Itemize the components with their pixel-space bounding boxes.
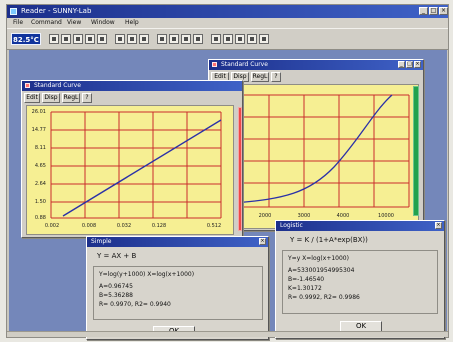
right-x-tick-2: 4000: [336, 213, 350, 219]
logistic-line-3: K=1.30172: [288, 285, 322, 292]
left-x-tick-4: 0.512: [206, 223, 222, 229]
simple-dialog-close-button[interactable]: ×: [259, 238, 266, 245]
simple-line-2: B=5.36288: [99, 292, 133, 299]
window-icon: [25, 83, 30, 88]
maximize-button[interactable]: □: [429, 7, 438, 15]
left-y-tick-2: 8.11: [34, 145, 46, 151]
logistic-formula: Y = K / (1+A*exp(BX)): [290, 236, 368, 244]
window-right-regl-button[interactable]: RegL: [251, 72, 269, 82]
left-plot-area: 26.01 14.77 8.11 4.65 2.64 1.50 0.88 0.0…: [26, 105, 234, 235]
right-x-tick-3: 10000: [378, 213, 394, 219]
menu-window[interactable]: Window: [91, 19, 115, 26]
run-icon[interactable]: [223, 34, 233, 44]
app-titlebar: Reader - SUNNY-Lab _ □ ×: [7, 5, 448, 18]
mdi-workspace: Standard Curve _ □ × Edit Disp RegL ?: [9, 50, 447, 340]
app-icon: [10, 8, 17, 15]
window-right-help-button[interactable]: ?: [271, 72, 281, 82]
logistic-dialog-title-text: Logistic: [280, 222, 303, 229]
simple-regression-dialog: Simple × Y = AX + B Y=log(y+1000) X=log(…: [86, 236, 269, 340]
chart-icon[interactable]: [181, 34, 191, 44]
simple-dialog-title: Simple ×: [87, 237, 268, 247]
logistic-curve-line: [233, 94, 393, 204]
right-side-bar: [413, 86, 419, 216]
standard-curve-window-right: Standard Curve _ □ × Edit Disp RegL ?: [208, 59, 424, 231]
menu-help[interactable]: Help: [125, 19, 139, 26]
window-right-title: Standard Curve _ □ ×: [209, 60, 423, 70]
logistic-results-panel: Y=y X=log(x+1000) A=533001954995304 B=-1…: [282, 250, 438, 314]
measure-icon[interactable]: [127, 34, 137, 44]
app-title: Reader - SUNNY-Lab: [21, 7, 92, 15]
left-y-tick-3: 4.65: [34, 163, 46, 169]
right-plot-area: 2000 3000 4000 10000: [213, 84, 419, 229]
window-left-edit-button[interactable]: Edit: [24, 93, 40, 103]
window-right-maximize[interactable]: □: [406, 61, 413, 68]
print-icon[interactable]: [73, 34, 83, 44]
save-icon[interactable]: [61, 34, 71, 44]
main-application-window: Reader - SUNNY-Lab _ □ × File Command Vi…: [6, 4, 449, 340]
menu-command[interactable]: Command: [31, 19, 62, 26]
stop-icon[interactable]: [211, 34, 221, 44]
left-y-tick-0: 26.01: [31, 109, 46, 115]
minimize-button[interactable]: _: [419, 7, 428, 15]
logistic-regression-dialog: Logistic × Y = K / (1+A*exp(BX)) Y=y X=l…: [275, 220, 445, 339]
status-bar: [7, 331, 448, 337]
standard-curve-window-left: Standard Curve Edit Disp RegL ?: [21, 80, 243, 238]
copy-icon[interactable]: [85, 34, 95, 44]
paste-icon[interactable]: [97, 34, 107, 44]
note-icon[interactable]: [235, 34, 245, 44]
menu-view[interactable]: View: [67, 19, 82, 26]
left-x-tick-1: 0.008: [81, 223, 97, 229]
menu-bar: File Command View Window Help: [7, 18, 448, 28]
window-left-regl-button[interactable]: RegL: [62, 93, 80, 103]
left-x-tick-3: 0.128: [151, 223, 167, 229]
simple-dialog-title-text: Simple: [91, 238, 112, 245]
linear-curve-line: [62, 119, 222, 217]
settings-icon[interactable]: [139, 34, 149, 44]
left-y-tick-4: 2.64: [34, 181, 46, 187]
right-chart-svg: [233, 94, 410, 208]
left-x-tick-2: 0.032: [116, 223, 132, 229]
plate-icon[interactable]: [115, 34, 125, 44]
logistic-dialog-title: Logistic ×: [276, 221, 444, 231]
simple-formula: Y = AX + B: [97, 252, 137, 260]
temperature-badge: 82.5°C: [11, 33, 41, 45]
window-left-title-text: Standard Curve: [34, 82, 81, 89]
left-y-tick-1: 14.77: [31, 127, 46, 133]
left-grid: [50, 111, 222, 219]
right-x-tick-0: 2000: [258, 213, 272, 219]
zoom-icon[interactable]: [193, 34, 203, 44]
info-icon[interactable]: [247, 34, 257, 44]
left-y-tick-6: 0.88: [34, 215, 46, 221]
logistic-line-0: Y=y X=log(x+1000): [288, 255, 349, 262]
help-icon[interactable]: [259, 34, 269, 44]
window-left-disp-button[interactable]: Disp: [42, 93, 60, 103]
table-icon[interactable]: [169, 34, 179, 44]
window-left-toolbar: Edit Disp RegL ?: [24, 93, 240, 103]
logistic-dialog-close-button[interactable]: ×: [435, 222, 442, 229]
close-button[interactable]: ×: [439, 7, 448, 15]
right-x-tick-1: 3000: [297, 213, 311, 219]
main-toolbar: 82.5°C: [7, 28, 448, 50]
logistic-line-4: R= 0.9992, R2= 0.9986: [288, 294, 360, 301]
logistic-line-2: B=-1.46540: [288, 276, 325, 283]
window-right-title-text: Standard Curve: [221, 61, 268, 68]
logistic-line-1: A=533001954995304: [288, 267, 355, 274]
window-icon: [212, 62, 217, 67]
simple-results-panel: Y=log(y+1000) X=log(x+1000) A=0.96745 B=…: [93, 266, 263, 320]
menu-file[interactable]: File: [13, 19, 24, 26]
right-grid: [233, 94, 410, 208]
window-right-minimize[interactable]: _: [398, 61, 405, 68]
simple-line-0: Y=log(y+1000) X=log(x+1000): [99, 271, 195, 278]
simple-line-3: R= 0.9970, R2= 0.9940: [99, 301, 171, 308]
simple-line-1: A=0.96745: [99, 283, 133, 290]
graph-icon[interactable]: [157, 34, 167, 44]
window-left-help-button[interactable]: ?: [82, 93, 92, 103]
open-icon[interactable]: [49, 34, 59, 44]
left-y-tick-5: 1.50: [34, 199, 46, 205]
window-left-title: Standard Curve: [22, 81, 242, 91]
left-side-bar: [238, 107, 242, 231]
left-chart-svg: [50, 111, 222, 219]
window-right-close[interactable]: ×: [414, 61, 421, 68]
left-x-tick-0: 0.002: [44, 223, 60, 229]
